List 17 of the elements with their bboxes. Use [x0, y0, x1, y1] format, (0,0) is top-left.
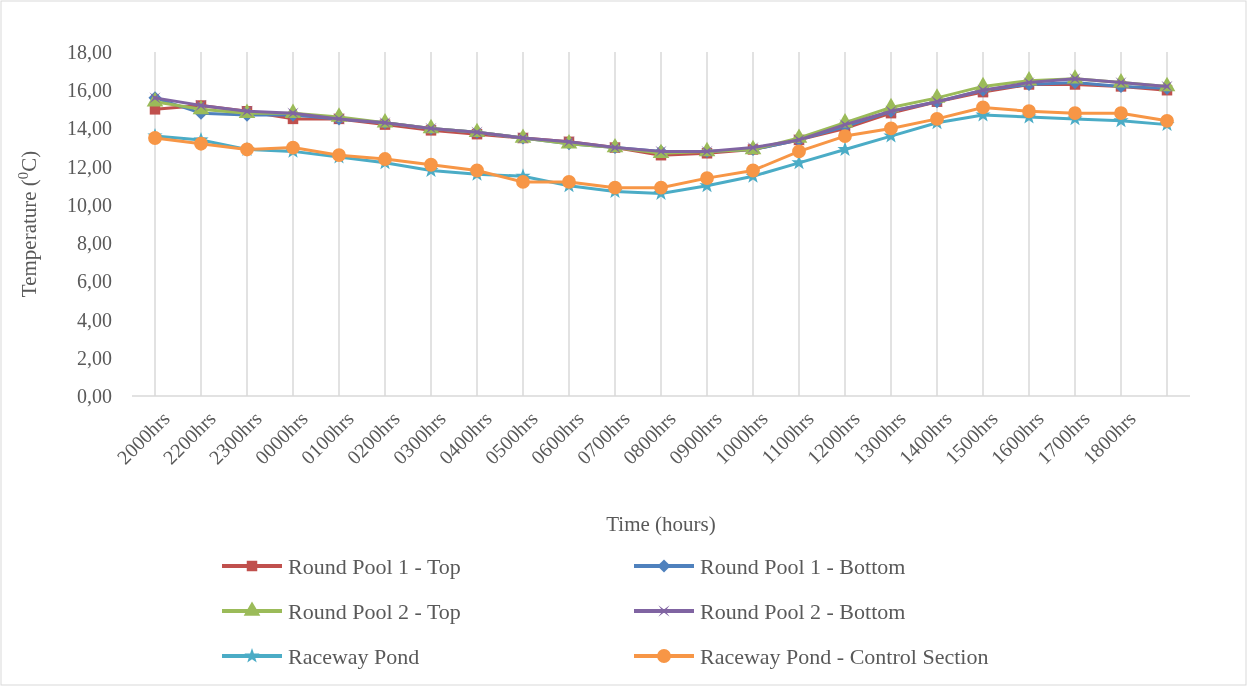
y-tick-label: 8,00 [77, 232, 112, 255]
legend-label: Raceway Pond - Control Section [700, 643, 989, 669]
legend-label: Round Pool 1 - Top [288, 553, 461, 579]
legend-label: Round Pool 1 - Bottom [700, 553, 906, 579]
legend-label: Raceway Pond [288, 643, 420, 669]
y-tick-label: 10,00 [67, 193, 112, 216]
legend-label: Round Pool 2 - Top [288, 598, 461, 624]
y-tick-label: 18,00 [67, 41, 112, 63]
y-tick-label: 2,00 [77, 346, 112, 369]
legend-label: Round Pool 2 - Bottom [700, 598, 906, 624]
y-tick-label: 16,00 [67, 79, 112, 102]
y-tick-label: 6,00 [77, 270, 112, 293]
y-tick-label: 4,00 [77, 308, 112, 331]
x-axis-title: Time (hours) [606, 512, 716, 536]
y-tick-label: 0,00 [77, 385, 112, 407]
y-tick-label: 12,00 [67, 155, 112, 178]
y-tick-label: 14,00 [67, 117, 112, 140]
